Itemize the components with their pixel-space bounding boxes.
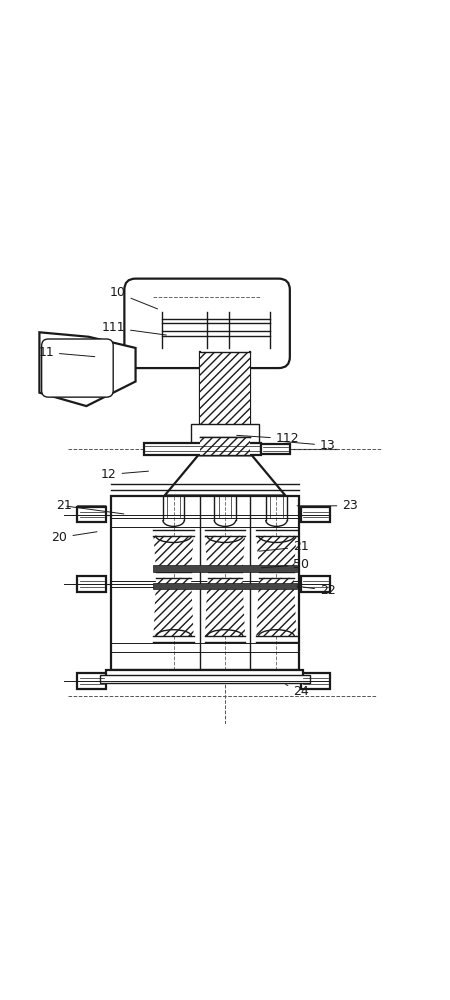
Text: 21: 21 — [56, 499, 106, 512]
Bar — [77, 576, 107, 592]
Polygon shape — [40, 332, 135, 406]
Bar — [107, 670, 303, 677]
Polygon shape — [165, 455, 285, 496]
Text: 21: 21 — [259, 540, 309, 553]
Bar — [191, 424, 259, 443]
Bar — [111, 496, 299, 670]
Text: 12: 12 — [101, 468, 148, 481]
Bar — [100, 675, 310, 683]
Bar — [77, 507, 107, 522]
Text: 13: 13 — [279, 439, 336, 452]
Polygon shape — [153, 578, 194, 636]
Bar — [153, 583, 297, 589]
Text: 20: 20 — [52, 531, 97, 544]
Bar — [301, 576, 330, 592]
Bar — [301, 507, 330, 522]
Polygon shape — [256, 578, 297, 636]
Text: 23: 23 — [297, 499, 358, 512]
Bar — [77, 673, 107, 689]
Polygon shape — [205, 578, 245, 636]
Text: 22: 22 — [297, 584, 336, 597]
Bar — [261, 444, 290, 454]
Polygon shape — [153, 536, 194, 572]
Bar — [153, 565, 297, 572]
Text: 112: 112 — [237, 432, 299, 445]
Bar — [200, 437, 250, 455]
Text: 50: 50 — [261, 558, 309, 571]
Bar — [200, 352, 250, 437]
Bar — [144, 443, 261, 455]
Bar — [301, 673, 330, 689]
Polygon shape — [256, 536, 297, 572]
Text: 11: 11 — [38, 346, 95, 359]
Text: 111: 111 — [101, 321, 166, 335]
FancyBboxPatch shape — [42, 339, 113, 397]
Text: 10: 10 — [110, 286, 158, 309]
Polygon shape — [205, 536, 245, 572]
Text: 24: 24 — [286, 685, 309, 698]
FancyBboxPatch shape — [124, 279, 290, 368]
